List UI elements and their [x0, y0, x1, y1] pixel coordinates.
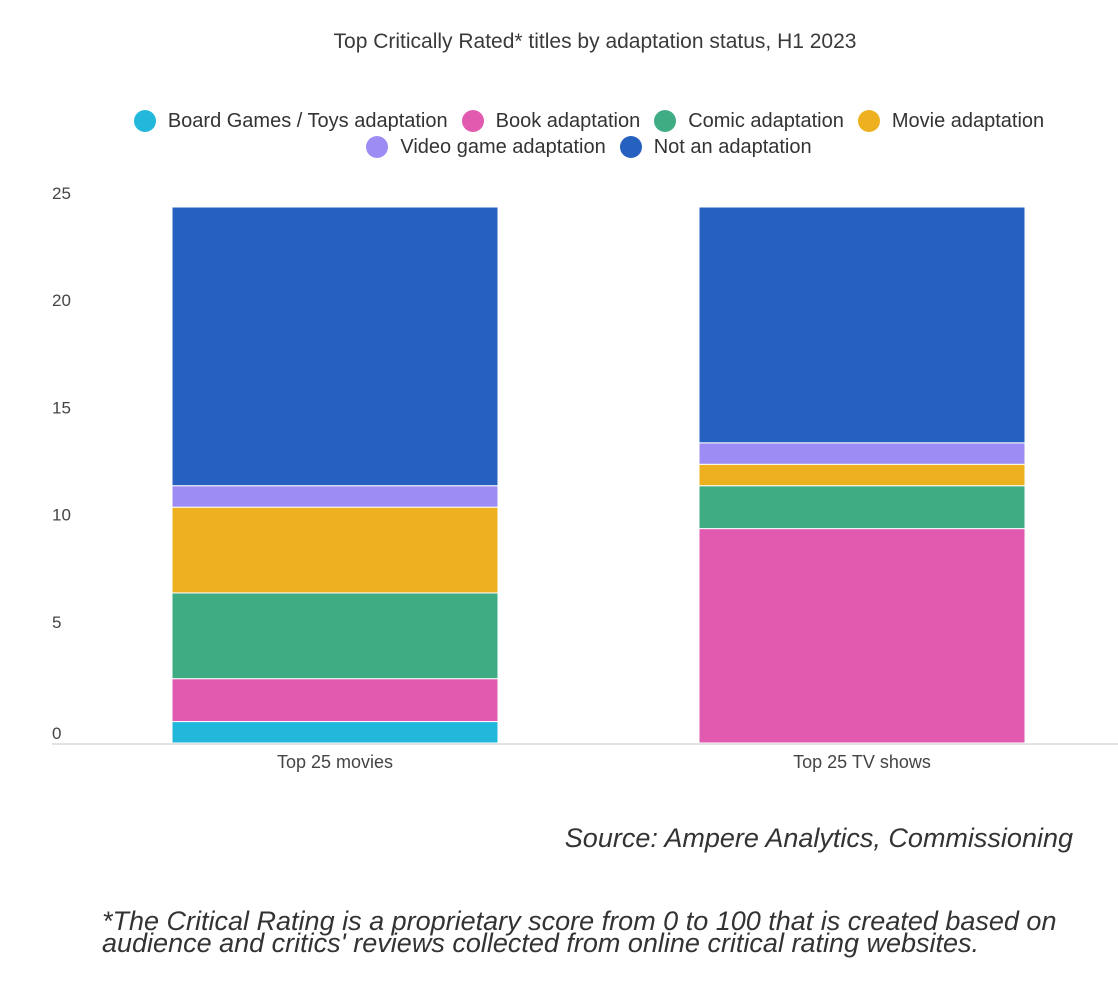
bar-segment-0-5 — [171, 206, 499, 487]
bar-segment-0-3 — [171, 506, 499, 594]
legend-label-board-games: Board Games / Toys adaptation — [167, 109, 448, 132]
bar-segment-0-4 — [171, 485, 499, 508]
legend-item-comic[interactable]: Comic adaptation — [654, 110, 844, 133]
legend-row-2: Video game adaptation Not an adaptation — [60, 134, 1118, 160]
legend-item-book[interactable]: Book adaptation — [461, 109, 641, 133]
legend-label-not-adaptation: Not an adaptation — [653, 135, 812, 158]
legend-item-video-game[interactable]: Video game adaptation — [366, 135, 606, 159]
y-tick-label-0: 0 — [52, 724, 61, 743]
legend-label-movie: Movie adaptation — [891, 109, 1045, 132]
legend-label-video-game: Video game adaptation — [400, 135, 606, 158]
x-tick-label-0: Top 25 movies — [277, 752, 393, 772]
chart-title: Top Critically Rated* titles by adaptati… — [333, 30, 857, 53]
y-tick-label-20: 20 — [52, 291, 71, 310]
legend-swatch-book — [461, 110, 484, 132]
bar-segment-0-1 — [171, 678, 499, 723]
legend-item-not-adaptation[interactable]: Not an adaptation — [619, 135, 812, 159]
stacked-bar-chart: 0 5 10 15 20 25 Top 25 movies Top 25 TV shows — [52, 184, 1118, 772]
legend-label-comic: Comic adaptation — [688, 109, 844, 132]
legend-row-1: Board Games / Toys adaptation Book adapt… — [60, 108, 1118, 134]
y-tick-label-15: 15 — [52, 398, 71, 417]
legend-swatch-video-game — [366, 136, 389, 158]
bar-segment-0-0 — [171, 721, 499, 744]
legend-swatch-board-games — [133, 110, 156, 132]
legend-label-book: Book adaptation — [495, 109, 641, 132]
bar-segment-0-2 — [171, 592, 499, 680]
bar-segment-1-2 — [698, 485, 1026, 530]
bar-segment-1-3 — [698, 463, 1026, 487]
y-tick-label-25: 25 — [52, 184, 71, 203]
legend-swatch-not-adaptation — [619, 136, 642, 158]
source-note: Source: Ampere Analytics, Commissioning — [564, 823, 1073, 853]
y-tick-label-5: 5 — [52, 613, 61, 632]
legend-swatch-movie — [857, 110, 880, 132]
y-tick-label-10: 10 — [52, 506, 71, 525]
legend-item-movie[interactable]: Movie adaptation — [857, 109, 1045, 133]
legend-swatch-comic — [654, 110, 677, 132]
bar-segment-1-1 — [698, 528, 1026, 744]
x-tick-label-1: Top 25 TV shows — [793, 752, 931, 772]
chart-legend: Board Games / Toys adaptation Book adapt… — [0, 108, 1118, 160]
bar-segment-1-5 — [698, 206, 1026, 444]
footnote: *The Critical Rating is a proprietary sc… — [102, 906, 1057, 958]
bar-segment-1-4 — [698, 442, 1026, 465]
legend-item-board-games[interactable]: Board Games / Toys adaptation — [133, 109, 448, 133]
